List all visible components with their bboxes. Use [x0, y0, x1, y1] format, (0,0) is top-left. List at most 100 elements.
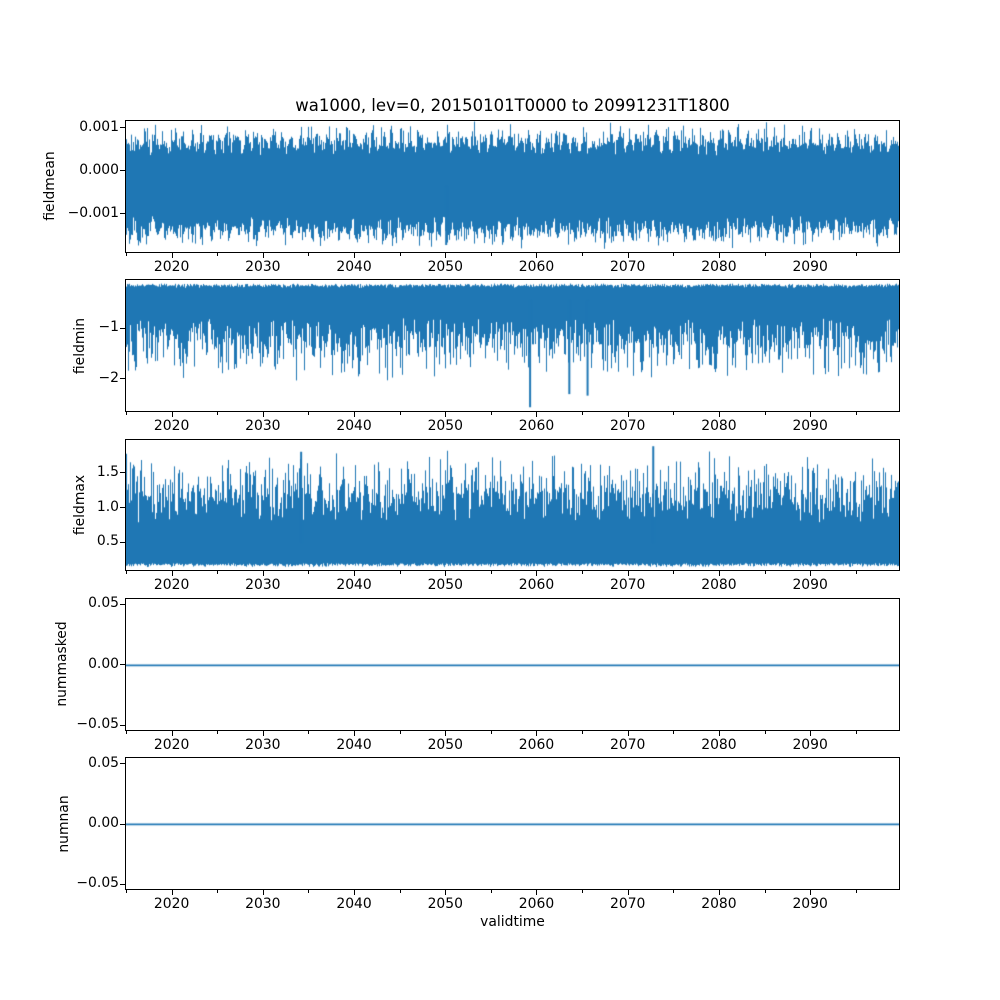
x-tick — [718, 571, 720, 577]
x-tick-label: 2080 — [701, 577, 737, 594]
x-tick — [262, 571, 264, 577]
x-tick-label: 2080 — [701, 418, 737, 435]
x-minor-tick — [126, 890, 127, 893]
axes-fieldmin — [125, 279, 900, 413]
x-tick — [354, 890, 356, 895]
x-minor-tick — [764, 571, 766, 575]
x-tick — [445, 252, 447, 258]
y-tick — [120, 823, 125, 825]
x-tick — [262, 890, 264, 895]
x-tick — [171, 890, 173, 895]
x-tick — [445, 730, 447, 736]
y-tick-label: 0.001 — [79, 118, 119, 135]
x-tick-label: 2040 — [336, 736, 372, 753]
x-tick-label: 2090 — [792, 736, 828, 753]
x-tick — [262, 252, 264, 258]
x-tick-label: 2080 — [701, 736, 737, 753]
plot-canvas-fieldmax — [126, 439, 899, 571]
y-tick-label: 0.000 — [79, 161, 119, 178]
x-minor-tick — [217, 730, 219, 734]
x-minor-tick — [855, 890, 857, 893]
x-minor-tick — [217, 252, 219, 256]
plot-canvas-numnan — [126, 758, 899, 890]
x-minor-tick — [490, 730, 492, 734]
x-minor-tick — [764, 890, 766, 893]
x-tick — [536, 412, 538, 418]
x-tick — [354, 571, 356, 577]
x-minor-tick — [582, 730, 584, 734]
x-tick — [810, 412, 812, 418]
x-tick — [718, 890, 720, 895]
x-tick — [810, 730, 812, 736]
x-tick-label: 2080 — [701, 896, 737, 912]
x-minor-tick — [126, 252, 127, 256]
y-tick-label: 1.5 — [96, 463, 119, 480]
y-tick — [120, 603, 125, 605]
y-tick-label: −0.001 — [67, 204, 119, 221]
x-tick-label: 2070 — [610, 418, 646, 435]
y-tick — [120, 472, 125, 474]
x-minor-tick — [673, 571, 675, 575]
x-tick-label: 2030 — [245, 577, 281, 594]
x-minor-tick — [399, 571, 401, 575]
x-tick-label: 2030 — [245, 896, 281, 912]
y-tick — [120, 664, 125, 666]
y-tick — [120, 883, 125, 885]
x-tick-label: 2090 — [792, 258, 828, 275]
x-tick — [171, 412, 173, 418]
x-minor-tick — [399, 252, 401, 256]
x-tick — [354, 730, 356, 736]
x-tick-label: 2050 — [427, 577, 463, 594]
x-axis-label: validtime — [480, 914, 545, 930]
x-tick-label: 2020 — [153, 577, 190, 594]
x-tick-label: 2090 — [792, 896, 828, 912]
x-tick — [627, 730, 629, 736]
x-tick — [171, 252, 173, 258]
x-minor-tick — [673, 890, 675, 893]
axes-fieldmax — [125, 438, 900, 572]
x-tick — [718, 730, 720, 736]
y-axis-label-fieldmean: fieldmean — [42, 151, 58, 222]
plot-canvas-fieldmean — [126, 121, 899, 252]
x-minor-tick — [764, 252, 766, 256]
x-minor-tick — [673, 412, 675, 416]
x-tick-label: 2050 — [427, 258, 463, 275]
x-tick — [627, 412, 629, 418]
y-tick — [120, 127, 125, 128]
x-minor-tick — [673, 252, 675, 256]
x-minor-tick — [855, 252, 857, 256]
x-tick-label: 2080 — [701, 258, 737, 275]
x-tick-label: 2090 — [792, 418, 828, 435]
x-tick-label: 2070 — [610, 736, 646, 753]
x-minor-tick — [764, 730, 766, 734]
x-minor-tick — [582, 890, 584, 893]
x-minor-tick — [126, 412, 127, 416]
x-tick — [536, 730, 538, 736]
plot-canvas-fieldmin — [126, 280, 899, 412]
x-tick-label: 2090 — [792, 577, 828, 594]
x-minor-tick — [217, 571, 219, 575]
x-tick — [354, 412, 356, 418]
x-tick — [171, 571, 173, 577]
x-tick — [262, 412, 264, 418]
x-tick-label: 2060 — [518, 418, 555, 435]
x-tick-label: 2060 — [518, 258, 555, 275]
x-tick-label: 2030 — [245, 418, 281, 435]
x-minor-tick — [308, 252, 310, 256]
x-minor-tick — [855, 412, 857, 416]
x-tick-label: 2030 — [245, 736, 281, 753]
x-minor-tick — [582, 412, 584, 416]
x-minor-tick — [308, 571, 310, 575]
x-tick-label: 2040 — [336, 258, 372, 275]
x-tick — [627, 571, 629, 577]
x-tick-label: 2020 — [153, 418, 190, 435]
y-tick-label: 0.05 — [88, 754, 119, 771]
y-tick-label: −1 — [98, 319, 119, 336]
x-minor-tick — [855, 730, 857, 734]
y-tick-label: −0.05 — [76, 716, 119, 733]
x-tick — [718, 412, 720, 418]
y-tick — [120, 763, 125, 765]
axes-nummasked — [125, 597, 900, 731]
x-tick-label: 2020 — [153, 736, 190, 753]
x-minor-tick — [399, 730, 401, 734]
